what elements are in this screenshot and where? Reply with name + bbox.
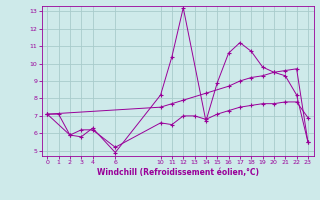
X-axis label: Windchill (Refroidissement éolien,°C): Windchill (Refroidissement éolien,°C) (97, 168, 259, 177)
